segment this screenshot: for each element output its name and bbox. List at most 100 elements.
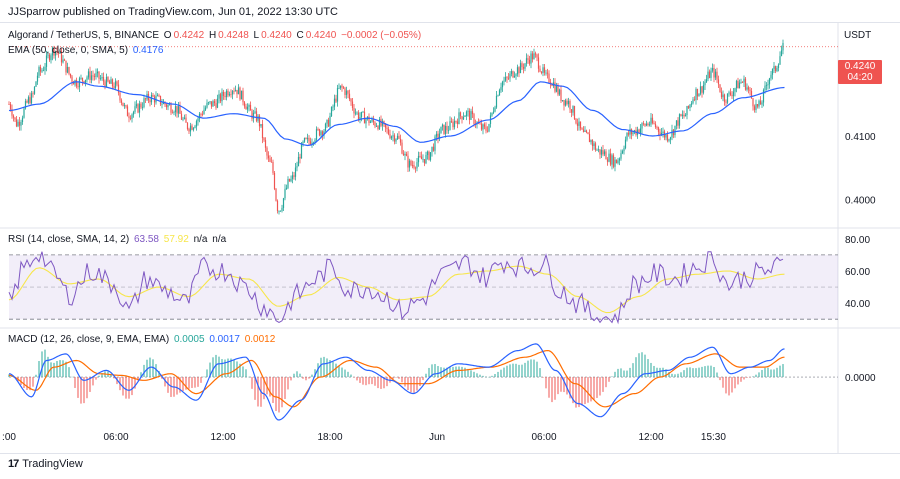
macd-hist-bar bbox=[539, 368, 541, 378]
candle-body bbox=[107, 76, 109, 82]
candle-body bbox=[687, 106, 690, 108]
candle-body bbox=[686, 106, 688, 116]
candle-body bbox=[693, 99, 696, 101]
macd-hist-bar bbox=[59, 360, 61, 378]
macd-hist-bar bbox=[113, 377, 115, 379]
candle-body bbox=[671, 129, 673, 138]
candle-body bbox=[384, 123, 387, 128]
candle-body bbox=[347, 90, 349, 94]
candle-body bbox=[182, 118, 184, 120]
macd-hist-bar bbox=[602, 377, 604, 392]
candle-body bbox=[218, 94, 220, 99]
candle-body bbox=[483, 124, 486, 127]
macd-hist-bar bbox=[227, 358, 229, 378]
candle-body bbox=[318, 129, 321, 136]
candle-body bbox=[752, 98, 754, 107]
time-tick-label: 12:00 bbox=[210, 432, 235, 443]
candle-body bbox=[317, 129, 319, 130]
macd-hist-bar bbox=[710, 365, 712, 378]
candle-body bbox=[419, 155, 421, 157]
macd-hist-bar bbox=[245, 369, 247, 378]
macd-hist-bar bbox=[275, 377, 277, 411]
last-price-tag: 0.4240 04:20 bbox=[838, 60, 882, 84]
rsi-line bbox=[8, 251, 784, 325]
candle-body bbox=[405, 153, 408, 156]
time-tick-label: 12:00 bbox=[638, 432, 663, 443]
candle-body bbox=[156, 95, 159, 97]
candle-body bbox=[369, 121, 372, 123]
candle-body bbox=[495, 95, 498, 108]
candle-body bbox=[12, 115, 15, 118]
candle-body bbox=[516, 67, 519, 75]
macd-hist-bar bbox=[458, 366, 460, 378]
candle-body bbox=[708, 71, 711, 78]
candle-countdown: 04:20 bbox=[847, 72, 873, 83]
candle-body bbox=[410, 160, 412, 166]
candle-body bbox=[390, 136, 393, 139]
candle-body bbox=[771, 69, 774, 75]
candle-body bbox=[183, 117, 186, 119]
open-label: O bbox=[163, 30, 172, 41]
macd-hist-bar bbox=[344, 369, 346, 378]
time-tick-label: Jun bbox=[429, 432, 445, 443]
candle-body bbox=[597, 149, 600, 151]
rsi-na-1: n/a bbox=[193, 234, 208, 245]
candle-body bbox=[458, 112, 460, 125]
candle-body bbox=[536, 54, 538, 58]
candle-body bbox=[230, 94, 232, 96]
candle-body bbox=[698, 93, 700, 97]
candle-body bbox=[288, 178, 291, 182]
candle-body bbox=[206, 102, 208, 108]
candle-body bbox=[504, 77, 507, 81]
macd-hist-bar bbox=[506, 365, 508, 378]
candle-body bbox=[609, 153, 612, 165]
candle-body bbox=[30, 93, 33, 104]
macd-hist-bar bbox=[41, 351, 43, 378]
candle-body bbox=[725, 101, 727, 103]
macd-hist-bar bbox=[422, 377, 424, 381]
rsi-label: RSI (14, close, SMA, 14, 2) bbox=[8, 234, 130, 245]
candle-body bbox=[585, 130, 588, 133]
candle-body bbox=[104, 81, 106, 87]
candle-body bbox=[342, 87, 345, 89]
time-tick-label: 06:00 bbox=[531, 432, 556, 443]
candle-body bbox=[717, 79, 720, 85]
candle-body bbox=[357, 112, 360, 120]
macd-hist-bar bbox=[341, 367, 343, 378]
macd-hist-bar bbox=[551, 377, 553, 403]
candle-body bbox=[299, 156, 301, 159]
candle-body bbox=[378, 119, 381, 130]
rsi-value: 63.58 bbox=[133, 234, 159, 245]
candle-body bbox=[149, 100, 151, 103]
macd-hist-bar bbox=[533, 359, 535, 378]
candle-body bbox=[320, 131, 322, 136]
macd-hist-bar bbox=[242, 366, 244, 378]
candle-body bbox=[608, 153, 610, 162]
macd-hist-bar bbox=[467, 368, 469, 378]
candle-body bbox=[249, 105, 252, 111]
footer-brand[interactable]: 17 TradingView bbox=[8, 458, 83, 470]
candle-body bbox=[689, 104, 691, 108]
macd-hist-bar bbox=[518, 364, 520, 378]
rsi-tick-label: 40.00 bbox=[845, 299, 870, 310]
candle-body bbox=[309, 141, 312, 145]
candle-body bbox=[518, 67, 520, 74]
change-value: −0.0002 (−0.05%) bbox=[341, 30, 422, 41]
candle-body bbox=[747, 87, 750, 90]
macd-hist-bar bbox=[386, 377, 388, 387]
candle-body bbox=[219, 94, 222, 102]
candle-body bbox=[615, 159, 618, 164]
macd-hist-bar bbox=[335, 363, 337, 378]
chart-canvas[interactable]: 0.40000.41000.420040.0060.0080.000.0000:… bbox=[0, 22, 900, 454]
macd-hist-bar bbox=[365, 377, 367, 386]
candle-body bbox=[639, 128, 642, 133]
candle-body bbox=[755, 104, 757, 110]
macd-hist-bar bbox=[716, 372, 718, 378]
candle-body bbox=[200, 113, 202, 115]
macd-hist-bar bbox=[521, 364, 523, 378]
candle-body bbox=[281, 207, 283, 211]
candle-body bbox=[482, 124, 484, 130]
candle-body bbox=[527, 58, 529, 60]
candle-body bbox=[770, 74, 772, 79]
macd-hist-bar bbox=[77, 377, 79, 398]
